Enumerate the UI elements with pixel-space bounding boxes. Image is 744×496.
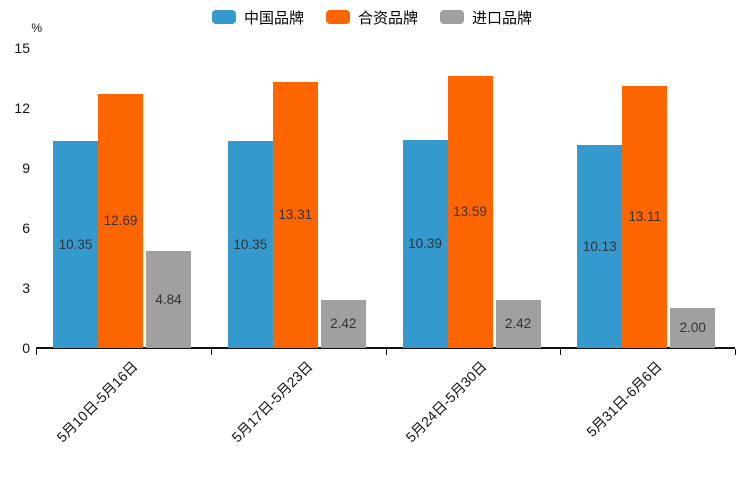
- bar: [320, 299, 366, 348]
- bar-value-label: 10.39: [408, 236, 442, 252]
- x-axis-tick: [210, 349, 212, 355]
- y-tick-label: 0: [22, 340, 30, 356]
- chart-legend: 中国品牌 合资品牌 进口品牌: [0, 6, 744, 28]
- x-axis-tick: [735, 349, 736, 355]
- x-category-label: 5月10日-5月16日: [53, 358, 141, 446]
- x-axis-tick: [560, 349, 562, 355]
- bar: [577, 145, 623, 348]
- legend-swatch-icon: [440, 10, 464, 24]
- y-tick-label: 15: [14, 40, 30, 56]
- bar: [495, 299, 541, 348]
- legend-label: 中国品牌: [243, 9, 304, 27]
- legend-item[interactable]: 进口品牌: [440, 7, 532, 28]
- bar-value-label: 2.42: [330, 315, 357, 331]
- bar-value-label: 4.84: [155, 291, 182, 307]
- bar: [622, 85, 668, 348]
- legend-swatch-icon: [211, 10, 236, 24]
- x-axis-tick: [385, 349, 387, 355]
- y-axis-unit-label: %: [31, 21, 42, 35]
- bar: [227, 141, 273, 348]
- legend-label: 合资品牌: [357, 9, 418, 27]
- bar-value-label: 13.11: [628, 208, 662, 224]
- bar-value-label: 2.42: [504, 315, 532, 331]
- legend-item[interactable]: 合资品牌: [325, 7, 418, 28]
- y-tick-label: 3: [22, 280, 30, 296]
- bar-value-label: 13.31: [278, 206, 313, 222]
- bar: [670, 308, 716, 348]
- legend-swatch-icon: [325, 10, 350, 24]
- x-category-label: 5月31日-6月6日: [583, 358, 665, 440]
- y-tick-label: 6: [22, 220, 30, 236]
- y-tick-label: 9: [22, 160, 30, 176]
- legend-item[interactable]: 中国品牌: [211, 7, 304, 28]
- bar-value-label: 10.35: [58, 236, 93, 252]
- bar: [98, 94, 143, 348]
- bar: [53, 141, 98, 348]
- bar-value-label: 10.13: [582, 238, 617, 254]
- x-category-label: 5月17日-5月23日: [228, 358, 316, 446]
- legend-label: 进口品牌: [472, 9, 533, 27]
- bar-value-label: 2.00: [679, 320, 706, 335]
- bar: [402, 140, 448, 348]
- x-axis-line: [36, 347, 735, 349]
- y-tick-label: 12: [14, 100, 30, 116]
- x-axis-tick: [36, 349, 37, 355]
- bar-value-label: 13.59: [453, 204, 487, 220]
- bar-value-label: 10.35: [233, 236, 268, 252]
- x-category-label: 5月24日-5月30日: [402, 358, 491, 446]
- bar: [272, 81, 318, 348]
- bar: [146, 251, 191, 348]
- bar: [447, 76, 493, 348]
- bar-value-label: 12.69: [103, 213, 138, 229]
